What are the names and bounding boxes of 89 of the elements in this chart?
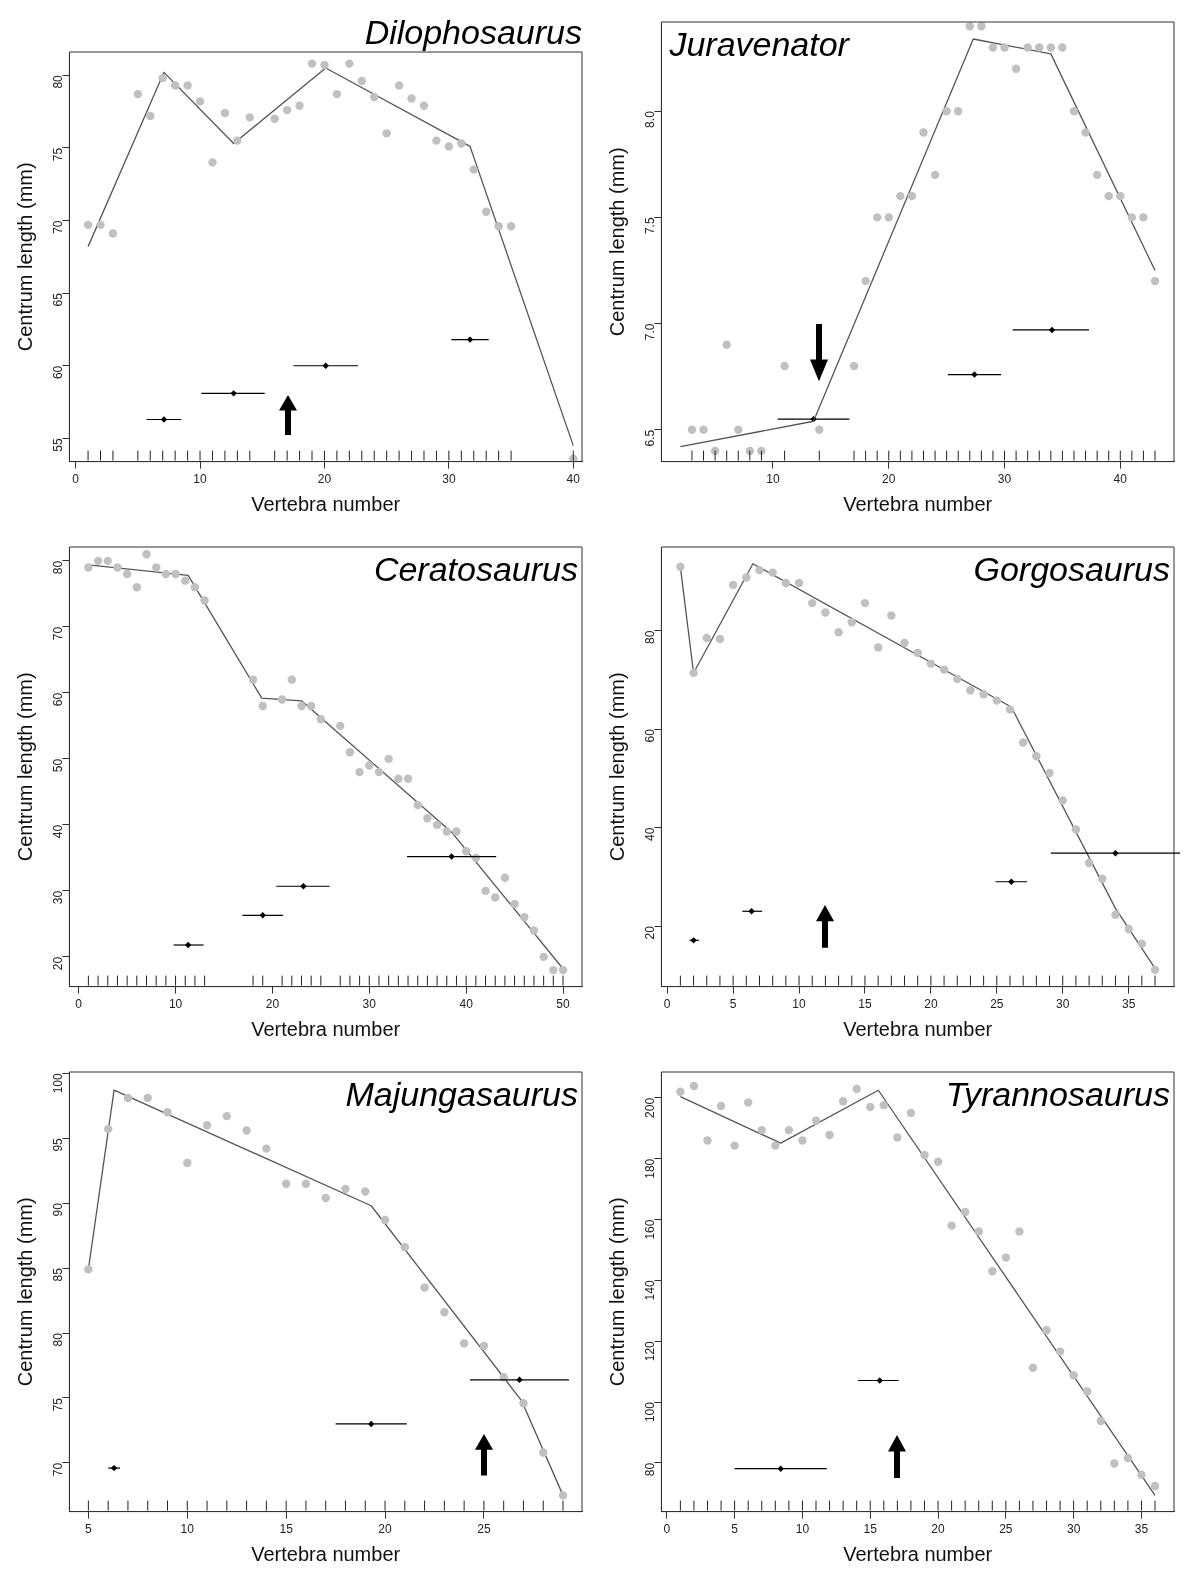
x-tick-label: 25 [477, 1522, 491, 1537]
y-tick-label: 50 [50, 758, 65, 773]
x-tick-label: 20 [317, 472, 332, 487]
x-tick-label: 10 [180, 1522, 195, 1537]
x-tick-label: 10 [168, 997, 183, 1012]
chart-title: Majungasaurus [345, 1075, 578, 1113]
y-tick-label: 200 [642, 1097, 657, 1118]
x-tick-label: 20 [931, 1522, 946, 1537]
y-tick-label: 70 [50, 220, 65, 234]
y-tick-label: 7.0 [642, 323, 657, 341]
y-tick-label: 20 [50, 956, 65, 971]
x-axis-title: Vertebra number [251, 492, 401, 515]
x-tick-label: 20 [924, 997, 938, 1012]
y-tick-label: 70 [50, 626, 65, 641]
x-tick-label: 15 [279, 1522, 294, 1537]
x-tick-label: 20 [265, 997, 280, 1012]
x-tick-label: 5 [731, 1522, 739, 1537]
y-tick-label: 65 [50, 292, 65, 307]
y-tick-label: 60 [642, 728, 657, 743]
y-tick-label: 160 [642, 1219, 657, 1240]
chart-title: Ceratosaurus [373, 550, 578, 588]
chart-title: Dilophosaurus [364, 13, 582, 51]
y-tick-label: 80 [50, 560, 65, 575]
y-tick-label: 95 [50, 1137, 65, 1152]
y-tick-label: 70 [50, 1462, 65, 1477]
y-axis-title: Centrum length (mm) [605, 672, 628, 862]
y-tick-label: 100 [642, 1401, 657, 1423]
y-tick-label: 20 [642, 925, 657, 940]
x-tick-label: 10 [766, 472, 780, 487]
y-axis-title: Centrum length (mm) [13, 672, 36, 862]
x-axis-title: Vertebra number [843, 492, 993, 515]
x-tick-label: 0 [663, 1522, 671, 1537]
x-axis-title: Vertebra number [251, 1542, 401, 1565]
x-tick-label: 15 [858, 997, 872, 1012]
x-tick-label: 5 [85, 1522, 93, 1537]
y-tick-label: 55 [50, 438, 65, 452]
x-tick-label: 50 [556, 997, 571, 1012]
y-axis-title: Centrum length (mm) [605, 1197, 628, 1387]
y-tick-label: 75 [50, 147, 65, 162]
x-axis-title: Vertebra number [251, 1017, 401, 1040]
x-tick-label: 0 [663, 997, 671, 1012]
y-tick-label: 40 [50, 824, 65, 839]
chart-title: Juravenator [668, 25, 851, 63]
y-axis-title: Centrum length (mm) [13, 162, 36, 352]
x-tick-label: 40 [459, 997, 474, 1012]
x-tick-label: 0 [72, 472, 80, 487]
x-tick-label: 20 [378, 1522, 393, 1537]
x-tick-label: 10 [193, 472, 208, 487]
y-tick-label: 80 [50, 74, 65, 89]
x-tick-label: 30 [997, 472, 1012, 487]
x-tick-label: 10 [792, 997, 807, 1012]
y-tick-label: 140 [642, 1280, 657, 1301]
x-axis-title: Vertebra number [843, 1017, 993, 1040]
y-tick-label: 180 [642, 1158, 657, 1179]
y-tick-label: 80 [642, 1462, 657, 1477]
x-tick-label: 25 [999, 1522, 1013, 1537]
x-tick-label: 5 [729, 997, 737, 1012]
y-axis-title: Centrum length (mm) [13, 1197, 36, 1387]
x-tick-label: 40 [566, 472, 581, 487]
x-tick-label: 20 [882, 472, 896, 487]
x-tick-label: 35 [1121, 997, 1136, 1012]
x-tick-label: 10 [795, 1522, 810, 1537]
x-tick-label: 35 [1134, 1522, 1149, 1537]
x-tick-label: 40 [1113, 472, 1128, 487]
y-tick-label: 100 [50, 1072, 65, 1094]
y-tick-label: 6.5 [642, 429, 657, 447]
y-tick-label: 30 [50, 890, 65, 905]
y-tick-label: 75 [50, 1397, 65, 1412]
y-tick-label: 40 [642, 827, 657, 841]
y-tick-label: 60 [50, 692, 65, 707]
y-axis-title: Centrum length (mm) [605, 147, 628, 337]
chart-title: Gorgosaurus [973, 550, 1170, 588]
y-tick-label: 90 [50, 1202, 65, 1217]
chart-title: Tyrannosaurus [945, 1075, 1170, 1113]
y-tick-label: 85 [50, 1267, 65, 1282]
y-tick-label: 7.5 [642, 217, 657, 235]
y-tick-label: 80 [50, 1332, 65, 1347]
x-tick-label: 25 [990, 997, 1004, 1012]
x-tick-label: 30 [362, 997, 377, 1012]
x-tick-label: 30 [1056, 997, 1070, 1012]
y-tick-label: 8.0 [642, 110, 657, 128]
y-tick-label: 80 [642, 630, 657, 645]
y-tick-label: 120 [642, 1340, 657, 1362]
x-tick-label: 30 [442, 472, 456, 487]
y-tick-label: 60 [50, 365, 65, 380]
x-axis-title: Vertebra number [843, 1542, 993, 1565]
x-tick-label: 30 [1066, 1522, 1081, 1537]
x-tick-label: 0 [75, 997, 83, 1012]
x-tick-label: 15 [863, 1522, 878, 1537]
